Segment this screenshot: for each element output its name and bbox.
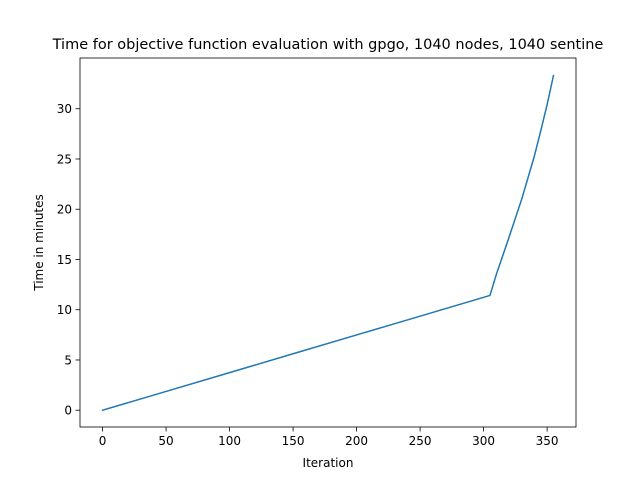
series-line-0 <box>101 74 555 412</box>
y-axis-ticks: 0 5 10 15 20 25 30 <box>57 102 80 418</box>
y-tick-label: 15 <box>57 253 72 267</box>
y-tick-label: 25 <box>57 152 72 166</box>
plot-area <box>80 58 576 427</box>
x-axis-ticks: 0 50 100 150 200 250 300 350 <box>99 427 559 448</box>
axes-spines <box>79 57 577 428</box>
y-tick-label: 0 <box>64 404 72 418</box>
y-tick-label: 5 <box>64 353 72 367</box>
x-tick-label: 350 <box>536 434 559 448</box>
series-layer <box>101 74 555 412</box>
x-axis-label: Iteration <box>303 456 354 470</box>
y-tick-label: 30 <box>57 102 72 116</box>
x-tick-label: 100 <box>218 434 241 448</box>
chart-title: Time for objective function evaluation w… <box>52 37 604 53</box>
x-tick-label: 150 <box>282 434 305 448</box>
y-tick-label: 20 <box>57 203 72 217</box>
x-tick-label: 200 <box>345 434 368 448</box>
x-tick-label: 250 <box>409 434 432 448</box>
axes-frame <box>79 57 577 428</box>
x-tick-label: 50 <box>158 434 173 448</box>
x-tick-label: 300 <box>472 434 495 448</box>
y-axis-label: Time in minutes <box>32 194 46 292</box>
y-tick-label: 10 <box>57 303 72 317</box>
x-tick-label: 0 <box>99 434 107 448</box>
